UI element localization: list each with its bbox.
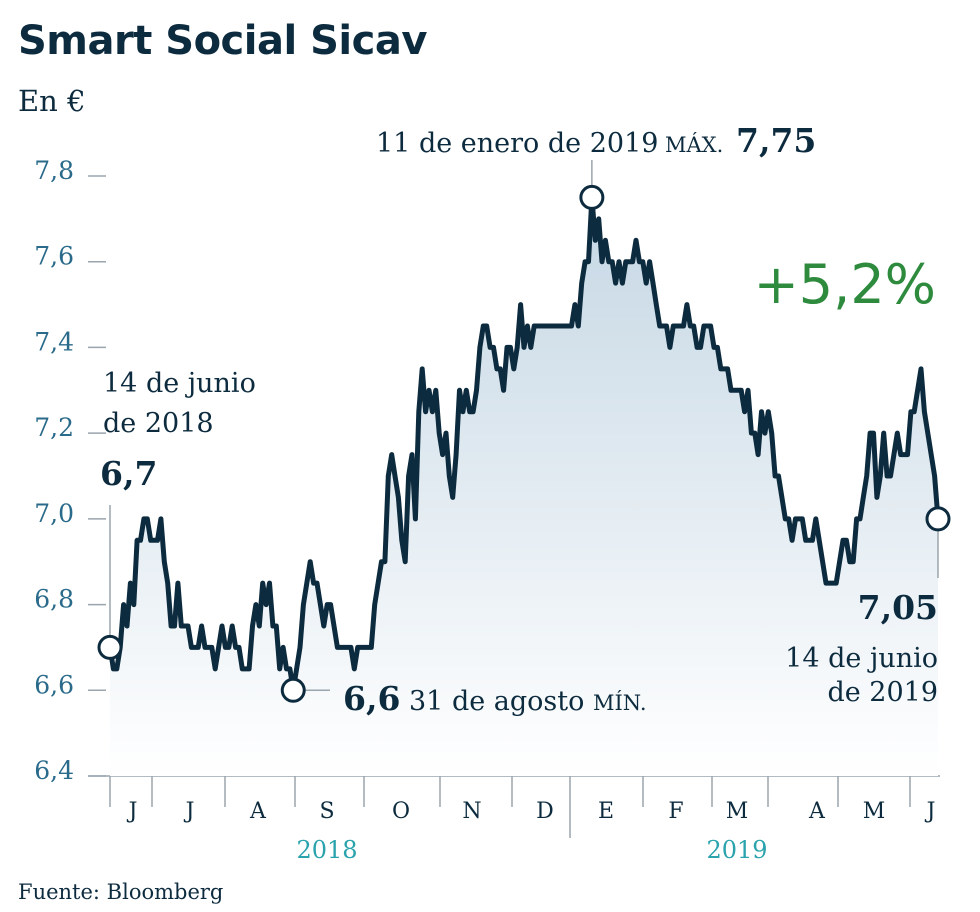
end-date-line2: de 2019 [827, 677, 938, 708]
max-marker [579, 184, 605, 210]
source-note: Fuente: Bloomberg [18, 880, 224, 904]
y-tick-label: 7,8 [34, 156, 74, 185]
year-label: 2018 [296, 836, 357, 864]
x-tick-label: J [925, 799, 936, 824]
min-marker [280, 677, 306, 703]
y-gridlines: 6,4 6,6 6,8 7,0 7,2 7,4 7,6 7,8 [34, 156, 106, 785]
start-date-line2: de 2018 [103, 408, 214, 439]
y-tick-label: 6,4 [34, 756, 74, 785]
x-tick-label: M [726, 799, 749, 824]
x-tick-label: O [392, 799, 410, 824]
x-tick-label: F [668, 799, 683, 824]
y-tick-label: 6,6 [34, 670, 74, 699]
annotation-connectors [109, 160, 939, 692]
end-marker [925, 506, 951, 532]
x-axis: J J A S O N D E F M A M J 2018 2019 [88, 775, 940, 864]
year-label: 2019 [706, 836, 767, 864]
annotation-markers [97, 184, 951, 703]
start-date-line1: 14 de junio [103, 368, 256, 399]
x-tick-label: A [808, 799, 826, 824]
price-area [110, 197, 938, 776]
chart-title: Smart Social Sicav [18, 18, 427, 64]
y-tick-label: 7,6 [34, 242, 74, 271]
x-tick-label: D [536, 799, 554, 824]
end-date-line1: 14 de junio [785, 643, 938, 674]
y-tick-label: 7,2 [34, 413, 74, 442]
x-tick-label: J [184, 799, 195, 824]
x-tick-label: S [319, 799, 334, 824]
y-tick-label: 6,8 [34, 585, 74, 614]
max-value-label: 7,75 [736, 121, 816, 160]
max-tag: MÁX. [665, 133, 723, 157]
min-date-label: 31 de agosto [409, 686, 584, 717]
max-date-label: 11 de enero de 2019 [376, 128, 658, 159]
min-tag: MÍN. [593, 691, 647, 715]
x-tick-label: M [863, 799, 886, 824]
x-tick-label: N [462, 799, 481, 824]
x-tick-label: A [249, 799, 267, 824]
start-value-label: 6,7 [100, 454, 157, 493]
price-line [107, 194, 941, 693]
min-value-label: 6,6 [343, 679, 400, 718]
x-tick-label: E [598, 799, 614, 824]
end-value-label: 7,05 [858, 588, 938, 627]
unit-label: En € [18, 84, 86, 118]
change-percent: +5,2% [754, 253, 936, 316]
x-tick-label: J [127, 799, 138, 824]
start-marker [97, 634, 123, 660]
y-tick-label: 7,0 [34, 499, 74, 528]
y-tick-label: 7,4 [34, 327, 74, 356]
